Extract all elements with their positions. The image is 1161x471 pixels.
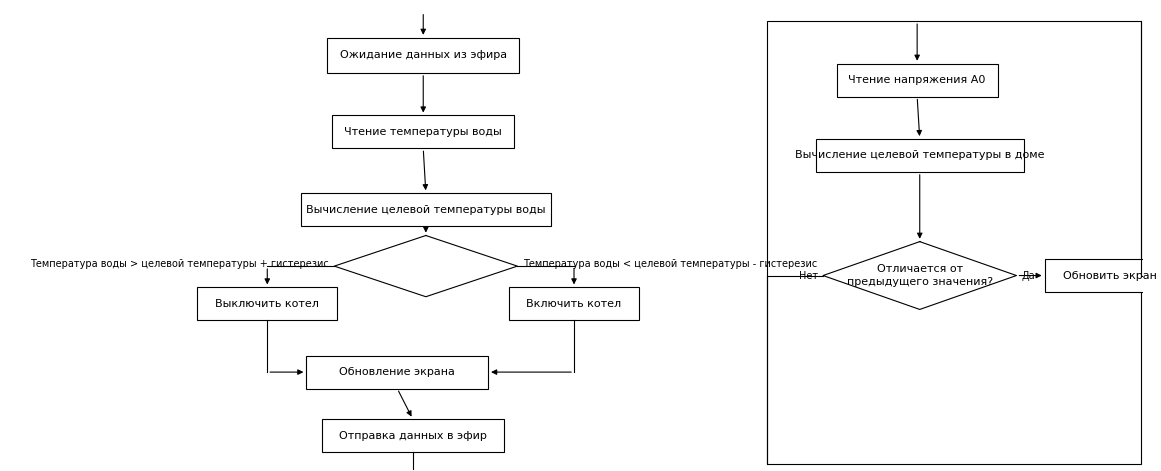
Text: Температура воды > целевой температуры + гистерезис: Температура воды > целевой температуры +…	[30, 259, 329, 269]
Text: Чтение напряжения A0: Чтение напряжения A0	[849, 75, 986, 85]
Text: Да: Да	[1022, 270, 1036, 281]
FancyBboxPatch shape	[332, 115, 514, 148]
FancyBboxPatch shape	[322, 419, 504, 452]
FancyBboxPatch shape	[197, 287, 338, 320]
Text: Ожидание данных из эфира: Ожидание данных из эфира	[340, 50, 507, 60]
Text: Обновление экрана: Обновление экрана	[339, 367, 455, 377]
Text: Включить котел: Включить котел	[526, 299, 621, 309]
FancyBboxPatch shape	[1045, 259, 1161, 292]
Text: Обновить экран: Обновить экран	[1062, 270, 1156, 281]
Text: Вычисление целевой температуры воды: Вычисление целевой температуры воды	[307, 204, 546, 215]
Text: Температура воды < целевой температуры - гистерезис: Температура воды < целевой температуры -…	[522, 259, 817, 269]
FancyBboxPatch shape	[307, 356, 489, 389]
Text: Отличается от
предыдущего значения?: Отличается от предыдущего значения?	[846, 264, 993, 287]
FancyBboxPatch shape	[509, 287, 639, 320]
Text: Вычисление целевой температуры в доме: Вычисление целевой температуры в доме	[795, 150, 1045, 161]
Text: Нет: Нет	[799, 270, 817, 281]
FancyBboxPatch shape	[301, 193, 550, 226]
FancyBboxPatch shape	[327, 38, 519, 73]
FancyBboxPatch shape	[837, 64, 997, 97]
Text: Отправка данных в эфир: Отправка данных в эфир	[339, 430, 486, 441]
Text: Чтение температуры воды: Чтение температуры воды	[345, 127, 502, 137]
Text: Выключить котел: Выключить котел	[215, 299, 319, 309]
FancyBboxPatch shape	[816, 139, 1024, 172]
